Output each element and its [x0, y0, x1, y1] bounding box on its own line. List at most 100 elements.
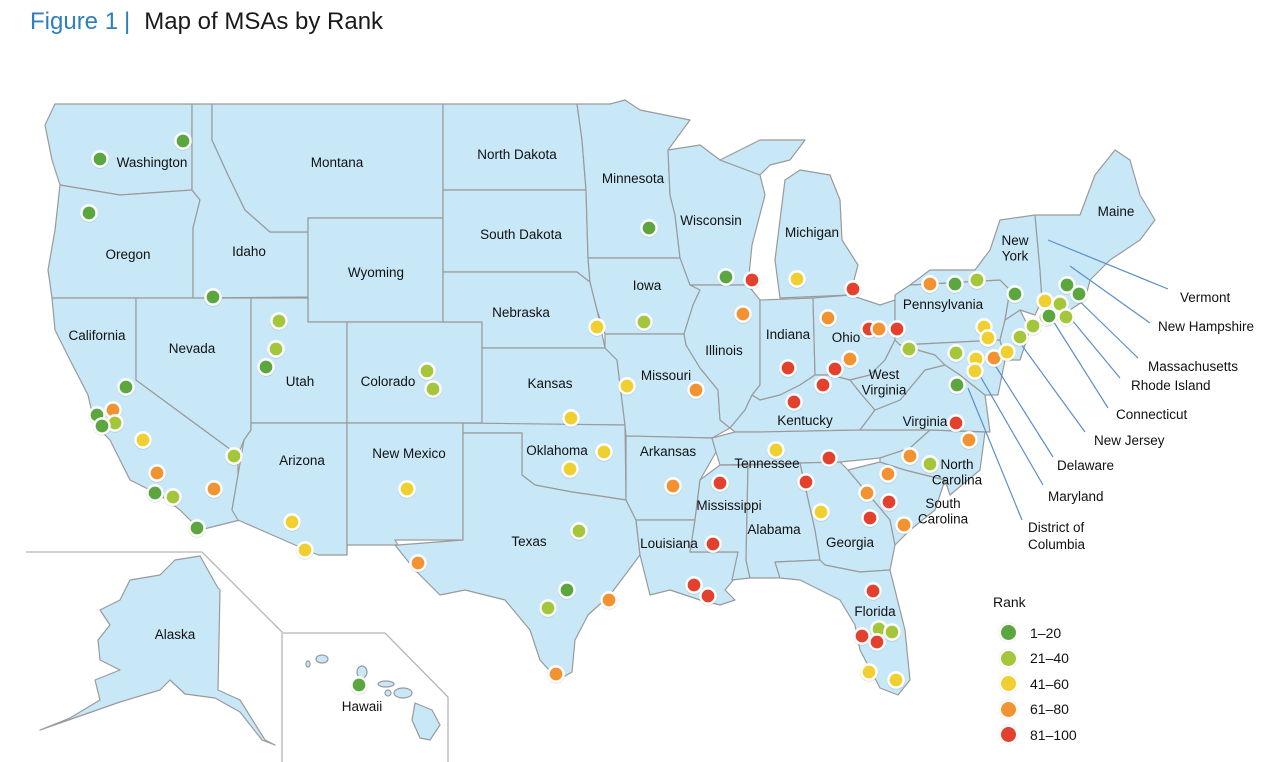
callout-label-district-of: District of	[1028, 520, 1085, 535]
callout-label-columbia: Columbia	[1028, 537, 1086, 552]
state-labels: Washington Oregon California Nevada Idaho Mon…	[68, 147, 1134, 714]
state-label-california: California	[68, 328, 126, 343]
msa-dot-rank-41-60	[561, 460, 579, 478]
msa-dot-rank-1-20	[948, 376, 966, 394]
msa-dot-rank-81-100	[797, 473, 815, 491]
state-label-texas: Texas	[511, 534, 547, 549]
msa-dot-rank-81-100	[864, 582, 882, 600]
legend-swatch-icon	[999, 699, 1018, 719]
msa-dot-rank-1-20	[558, 581, 576, 599]
legend-label: 61–80	[1030, 701, 1069, 718]
msa-dot-rank-1-20	[204, 288, 222, 306]
state-label-florida: Florida	[854, 604, 896, 619]
legend-title: Rank	[993, 594, 1026, 610]
msa-dot-rank-21-40	[424, 380, 442, 398]
callout-label-delaware: Delaware	[1057, 458, 1114, 473]
callout-labels: Vermont New Hampshire Massachusetts Rhode I…	[1028, 290, 1254, 552]
msa-dot-rank-1-20	[1058, 276, 1076, 294]
msa-dot-rank-1-20	[1006, 285, 1024, 303]
state-label-tennessee: Tennessee	[734, 456, 799, 471]
legend-label: 1–20	[1030, 624, 1062, 641]
state-label-south-dakota: South Dakota	[480, 227, 562, 242]
state-label-iowa: Iowa	[633, 278, 662, 293]
msa-dot-rank-21-40	[570, 522, 588, 540]
callout-label-massachusetts: Massachusetts	[1148, 359, 1238, 374]
msa-dot-rank-41-60	[618, 377, 636, 395]
msa-dot-rank-81-100	[779, 359, 797, 377]
state-label-new-york: New York	[1001, 233, 1028, 264]
msa-dot-rank-81-100	[814, 376, 832, 394]
msa-dot-rank-81-100	[743, 271, 761, 289]
msa-dot-rank-41-60	[998, 343, 1016, 361]
msa-dot-rank-41-60	[588, 318, 606, 336]
msa-dot-rank-41-60	[283, 513, 301, 531]
state-label-north-dakota: North Dakota	[477, 147, 557, 162]
msa-dots	[79, 132, 1089, 695]
msa-dot-rank-81-100	[711, 474, 729, 492]
msa-dot-rank-41-60	[812, 503, 830, 521]
legend-swatch-icon	[999, 623, 1018, 643]
state-label-georgia: Georgia	[826, 535, 875, 550]
msa-dot-rank-81-100	[880, 493, 898, 511]
msa-dot-rank-1-20	[174, 132, 192, 150]
state-label-ohio: Ohio	[832, 330, 861, 345]
state-label-indiana: Indiana	[766, 327, 811, 342]
msa-dot-rank-1-20	[640, 219, 658, 237]
map-title: Map of MSAs by Rank	[144, 8, 384, 35]
msa-dot-rank-21-40	[947, 344, 965, 362]
state-oregon	[47, 184, 201, 299]
msa-dot-rank-41-60	[788, 270, 806, 288]
legend-item-4: 81–100	[985, 722, 1077, 748]
msa-dot-rank-81-100	[861, 509, 879, 527]
msa-dot-rank-81-100	[844, 280, 862, 298]
msa-dot-rank-1-20	[1070, 285, 1088, 303]
state-colorado	[346, 321, 483, 424]
msa-dot-rank-21-40	[270, 312, 288, 330]
hawaii-inset-frame	[283, 632, 449, 762]
msa-dot-rank-61-80	[921, 275, 939, 293]
msa-dot-rank-81-100	[868, 633, 886, 651]
msa-dot-rank-21-40	[1011, 328, 1029, 346]
state-label-alaska: Alaska	[155, 627, 196, 642]
msa-dot-rank-61-80	[841, 350, 859, 368]
msa-dot-rank-61-80	[664, 477, 682, 495]
msa-dot-rank-61-80	[901, 447, 919, 465]
msa-dot-rank-1-20	[146, 484, 164, 502]
msa-dot-rank-41-60	[296, 541, 314, 559]
callout-label-connecticut: Connecticut	[1116, 407, 1188, 422]
state-label-wyoming: Wyoming	[348, 265, 404, 280]
msa-dot-rank-1-20	[717, 268, 735, 286]
alaska-inset-frame	[26, 551, 283, 762]
msa-dot-rank-21-40	[635, 313, 653, 331]
msa-dot-rank-1-20	[350, 676, 368, 694]
legend-label: 81–100	[1030, 726, 1077, 743]
state-label-montana: Montana	[311, 155, 364, 170]
msa-dot-rank-61-80	[547, 665, 565, 683]
state-michigan	[719, 139, 859, 299]
state-label-idaho: Idaho	[232, 244, 266, 259]
callout-label-vermont: Vermont	[1180, 290, 1231, 305]
state-label-oregon: Oregon	[105, 247, 150, 262]
msa-dot-rank-61-80	[870, 320, 888, 338]
callout-label-new-hampshire: New Hampshire	[1158, 319, 1254, 334]
msa-dot-rank-41-60	[860, 663, 878, 681]
msa-dot-rank-81-100	[947, 414, 965, 432]
msa-dot-rank-21-40	[1057, 308, 1075, 326]
msa-dot-rank-61-80	[960, 431, 978, 449]
msa-dot-rank-81-100	[704, 535, 722, 553]
state-label-kentucky: Kentucky	[777, 413, 833, 428]
legend-item-2: 41–60	[985, 671, 1077, 697]
msa-dot-rank-61-80	[858, 484, 876, 502]
state-label-arizona: Arizona	[279, 453, 325, 468]
title-separator: |	[124, 8, 131, 35]
state-hawaii	[305, 654, 441, 741]
msa-dot-rank-61-80	[148, 464, 166, 482]
msa-dot-rank-41-60	[979, 329, 997, 347]
msa-dot-rank-61-80	[409, 554, 427, 572]
msa-dot-rank-21-40	[267, 340, 285, 358]
state-label-illinois: Illinois	[705, 343, 743, 358]
state-label-colorado: Colorado	[361, 374, 416, 389]
legend-label: 41–60	[1030, 675, 1069, 692]
state-label-nebraska: Nebraska	[492, 305, 550, 320]
